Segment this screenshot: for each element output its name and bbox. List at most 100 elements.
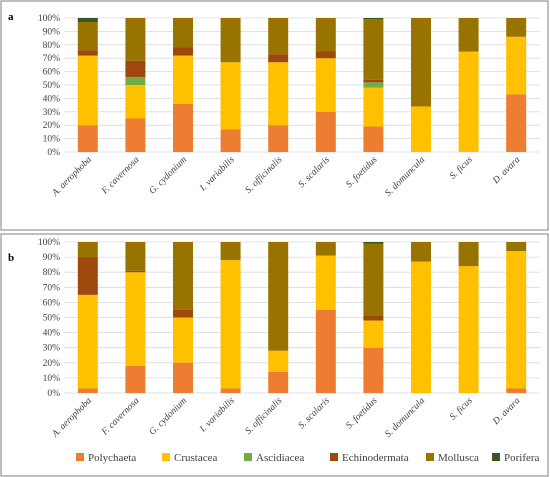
bar-segment-mollusca (315, 242, 336, 256)
legend-label-mollusca: Mollusca (438, 452, 479, 464)
bar-segment-polychaeta (315, 111, 336, 152)
bar-segment-mollusca (506, 242, 527, 252)
bar-segment-mollusca (363, 243, 384, 316)
bar-segment-crustacea (220, 62, 241, 130)
bar-segment-mollusca (411, 242, 431, 262)
bar-segment-polychaeta (363, 347, 384, 393)
bar-segment-mollusca (173, 242, 193, 310)
legend-swatch-mollusca (426, 453, 434, 461)
bar-segment-crustacea (315, 255, 336, 310)
y-tick-label: 70% (43, 54, 61, 64)
bar-segment-polychaeta (315, 309, 336, 393)
bar-segment-porifera (363, 242, 384, 244)
y-tick-label: 0% (47, 148, 60, 158)
bar-segment-crustacea (220, 260, 241, 389)
y-tick-label: 50% (43, 81, 61, 91)
bar-segment-echinodermata (363, 315, 384, 321)
bar-segment-echinodermata (125, 60, 146, 77)
bar-segment-crustacea (77, 55, 98, 126)
bar-segment-polychaeta (220, 388, 241, 393)
bar-segment-polychaeta (125, 118, 146, 152)
bar-segment-crustacea (363, 320, 384, 348)
bar-segment-mollusca (458, 242, 479, 267)
y-tick-label: 80% (43, 41, 61, 51)
bar-segment-mollusca (220, 18, 241, 63)
bar-segment-crustacea (411, 106, 431, 152)
legend-swatch-ascidiacea (244, 453, 252, 461)
bar-segment-echinodermata (268, 54, 289, 63)
bar-segment-echinodermata (173, 47, 193, 56)
y-tick-label: 0% (47, 389, 60, 399)
legend-label-ascidiacea: Ascidiacea (256, 452, 304, 464)
legend-swatch-echinodermata (330, 453, 338, 461)
bar-segment-polychaeta (173, 103, 193, 152)
bar-segment-ascidiacea (363, 82, 384, 88)
bar-segment-mollusca (315, 18, 336, 52)
bar-segment-polychaeta (268, 125, 289, 152)
bar-segment-echinodermata (77, 50, 98, 56)
bar-segment-polychaeta (125, 365, 146, 393)
bar-segment-crustacea (125, 85, 146, 119)
y-tick-label: 30% (43, 344, 61, 354)
bar-segment-polychaeta (220, 129, 241, 152)
bar-segment-mollusca (173, 18, 193, 48)
bar-segment-porifera (363, 18, 384, 20)
bar-segment-mollusca (77, 242, 98, 258)
bar-segment-crustacea (458, 51, 479, 152)
bar-segment-crustacea (268, 350, 289, 372)
y-tick-label: 30% (43, 108, 61, 118)
y-tick-label: 100% (38, 14, 60, 24)
bar-segment-crustacea (506, 251, 527, 389)
bar-segment-polychaeta (363, 126, 384, 152)
bar-segment-echinodermata (363, 79, 384, 83)
bar-segment-polychaeta (77, 388, 98, 393)
bar-segment-echinodermata (125, 270, 146, 273)
bar-segment-mollusca (506, 18, 527, 37)
legend-label-porifera: Porifera (504, 452, 540, 464)
bar-segment-crustacea (173, 317, 193, 363)
bar-segment-polychaeta (506, 388, 527, 393)
y-tick-label: 90% (43, 27, 61, 37)
y-tick-label: 80% (43, 268, 61, 278)
bar-segment-crustacea (268, 62, 289, 126)
bar-segment-echinodermata (315, 51, 336, 59)
legend-label-crustacea: Crustacea (174, 452, 217, 464)
legend: Polychaeta Crustacea Ascidiacea Echinoderma… (76, 452, 540, 464)
bar-segment-crustacea (363, 87, 384, 127)
bar-segment-mollusca (411, 18, 431, 107)
y-tick-label: 60% (43, 298, 61, 308)
bar-segment-ascidiacea (125, 76, 146, 85)
bar-segment-mollusca (268, 242, 289, 351)
bar-segment-polychaeta (77, 125, 98, 152)
y-tick-label: 90% (43, 253, 61, 263)
y-tick-label: 10% (43, 135, 61, 145)
bar-segment-crustacea (411, 261, 431, 393)
legend-swatch-porifera (492, 453, 500, 461)
panel-b: b 0%10%20%30%40%50%60%70%80%90%100%A. ae… (0, 233, 549, 477)
bar-segment-echinodermata (77, 257, 98, 295)
bar-segment-crustacea (315, 58, 336, 112)
y-tick-label: 10% (43, 374, 61, 384)
bar-segment-mollusca (220, 242, 241, 261)
panel-b-label: b (8, 252, 14, 264)
bar-segment-crustacea (458, 266, 479, 393)
y-tick-label: 20% (43, 121, 61, 131)
bar-segment-mollusca (458, 18, 479, 52)
panel-a: a 0%10%20%30%40%50%60%70%80%90%100%A. ae… (0, 0, 549, 231)
bar-segment-mollusca (125, 18, 146, 61)
y-tick-label: 20% (43, 359, 61, 369)
y-tick-label: 50% (43, 314, 61, 324)
legend-label-polychaeta: Polychaeta (88, 452, 136, 464)
y-tick-label: 40% (43, 94, 61, 104)
bar-segment-crustacea (125, 272, 146, 366)
bar-segment-polychaeta (173, 362, 193, 393)
y-tick-label: 70% (43, 283, 61, 293)
bar-segment-crustacea (506, 36, 527, 95)
legend-swatch-polychaeta (76, 453, 84, 461)
panel-a-label: a (8, 11, 14, 23)
bar-segment-crustacea (173, 55, 193, 104)
bar-segment-polychaeta (268, 371, 289, 393)
y-tick-label: 100% (38, 238, 60, 248)
y-tick-label: 40% (43, 329, 61, 339)
